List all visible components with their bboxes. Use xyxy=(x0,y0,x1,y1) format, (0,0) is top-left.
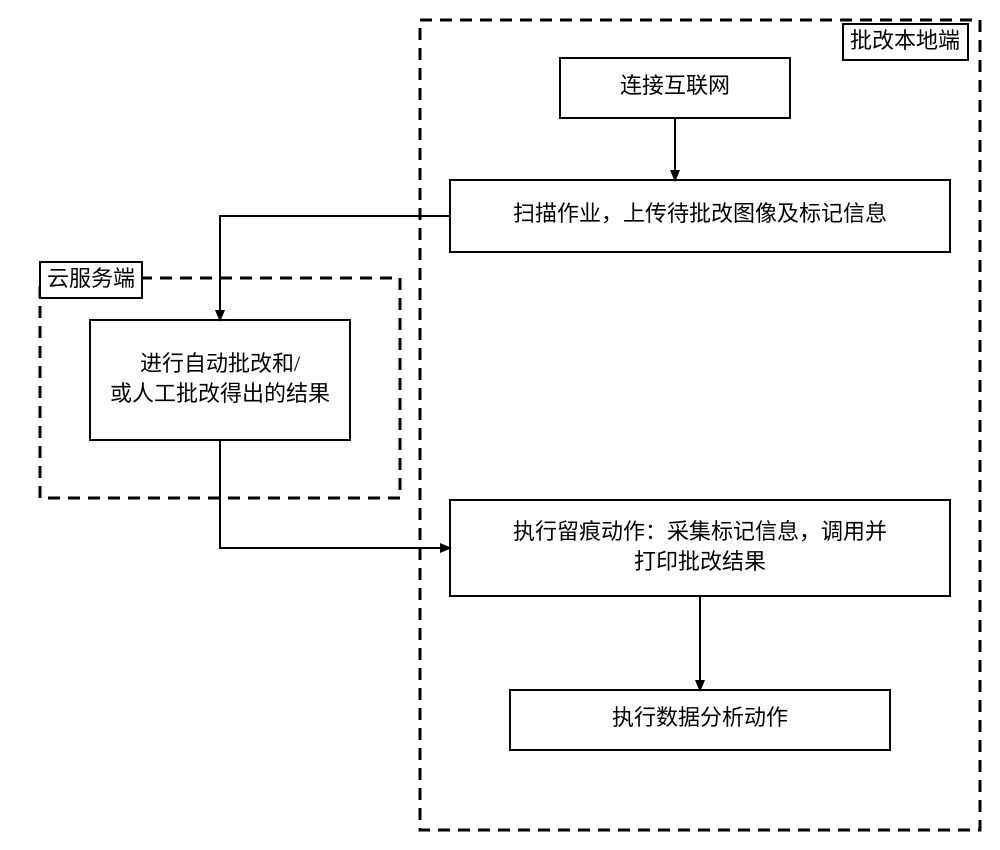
container-cloud-label: 云服务端 xyxy=(47,266,135,291)
node-auto-manual-grade xyxy=(90,320,350,440)
node-connect-internet-text: 连接互联网 xyxy=(620,73,730,98)
node-scan-upload-text: 扫描作业，上传待批改图像及标记信息 xyxy=(513,201,887,226)
node-mark-print-text-2: 打印批改结果 xyxy=(634,549,766,574)
node-mark-print-text-1: 执行留痕动作：采集标记信息，调用并 xyxy=(513,519,887,544)
edge-n3-n4 xyxy=(220,440,450,548)
node-data-analysis-text: 执行数据分析动作 xyxy=(612,705,788,730)
container-local-label: 批改本地端 xyxy=(850,28,960,53)
node-auto-manual-grade-text-2: 或人工批改得出的结果 xyxy=(110,381,330,406)
edge-n2-n3 xyxy=(220,216,450,320)
node-mark-print xyxy=(450,500,950,596)
node-auto-manual-grade-text-1: 进行自动批改和/ xyxy=(140,351,301,376)
